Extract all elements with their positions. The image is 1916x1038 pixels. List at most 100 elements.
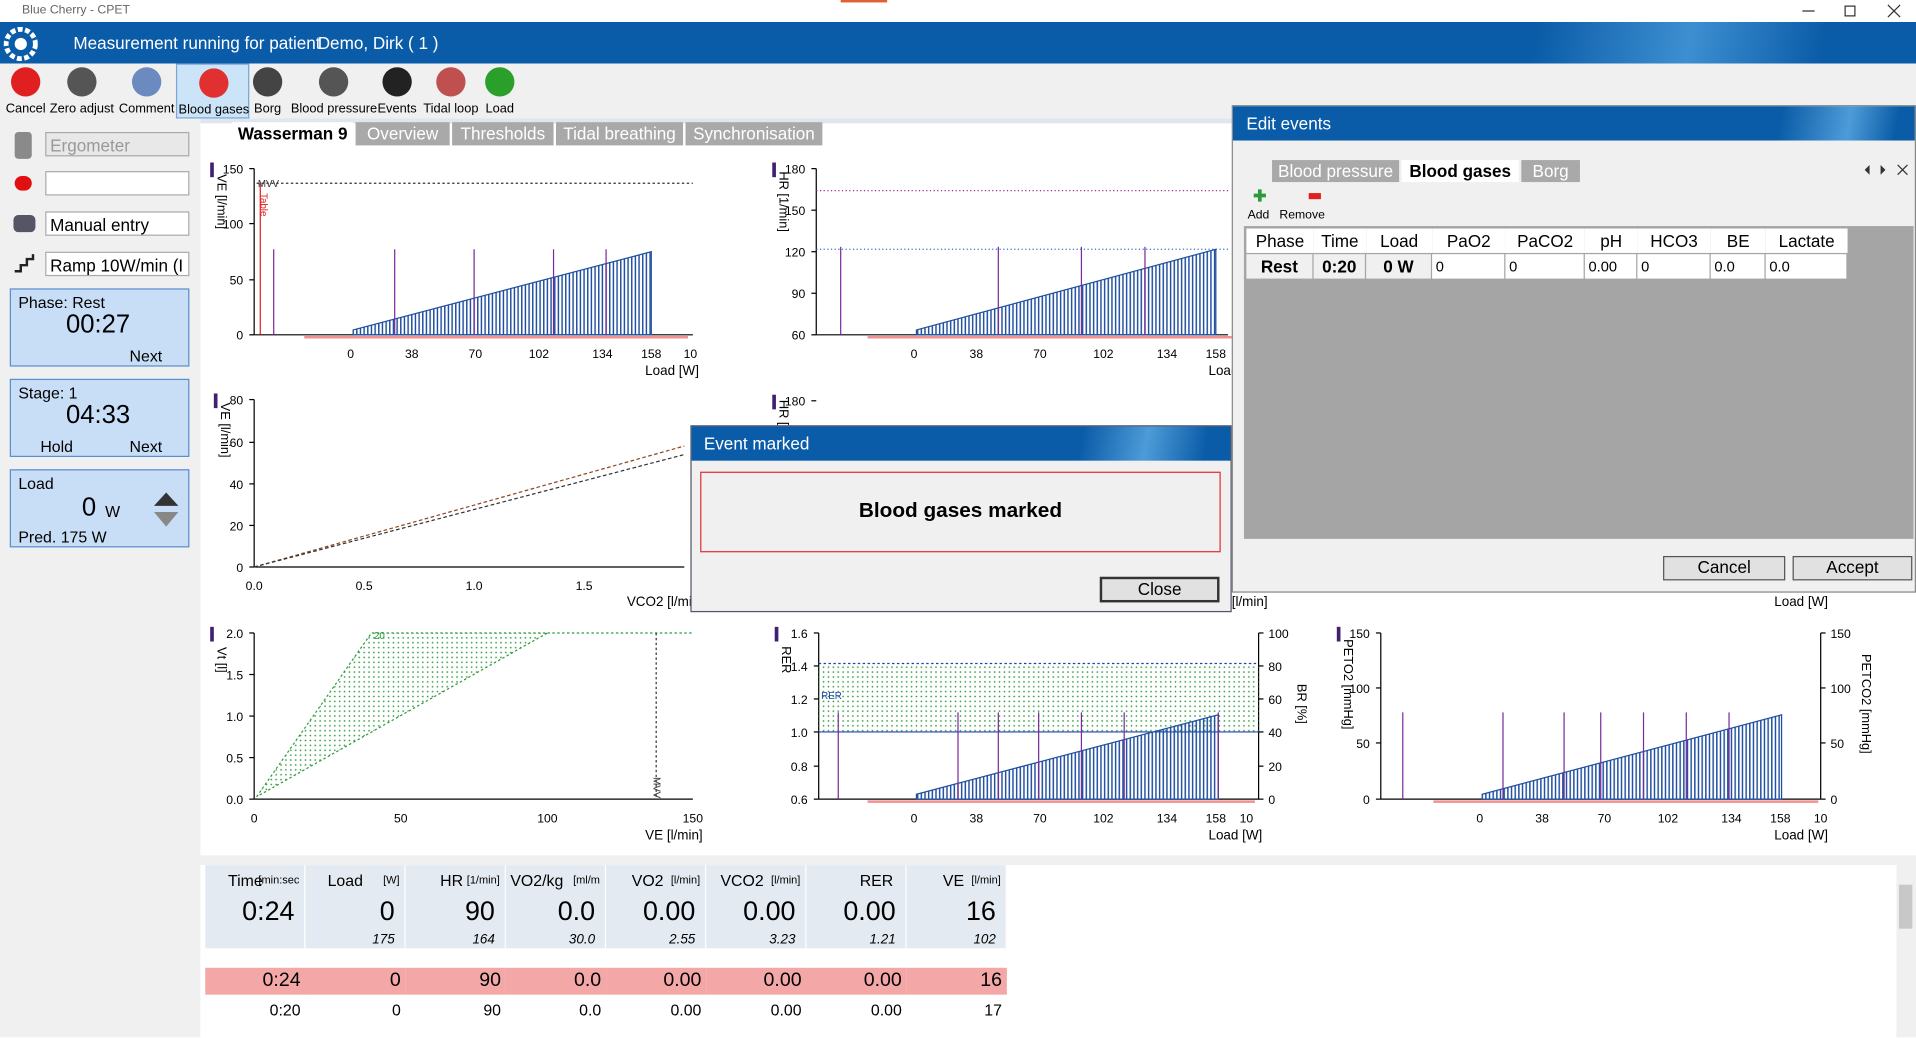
table-cell: 0.0 [505,997,607,1024]
toolbar-button[interactable]: Events [376,64,418,119]
right-tick-label: 150 [1830,627,1851,641]
x-tick-label: 10 [684,347,698,361]
phase-next[interactable]: Next [129,347,163,366]
event-tab[interactable]: Blood pressure [1272,160,1400,183]
annotation: MVV [258,179,280,190]
view-tab[interactable]: Tidal breathing [555,122,684,146]
toolbar-label: Load [485,101,515,117]
x-tick-label: 70 [469,347,483,361]
x-axis-label: VCO2 [l/min] [627,594,703,609]
y-tick-label: 50 [230,274,244,288]
view-tab[interactable]: Synchronisation [685,122,823,146]
load-arrows[interactable] [153,490,180,529]
y-tick-label: 180 [785,163,806,177]
y-tick-label: 150 [785,204,806,218]
window-controls[interactable] [1790,2,1912,19]
phase-label: Phase: Rest [18,293,105,312]
entry-select[interactable]: Manual entry [45,211,190,236]
accept-button[interactable]: Accept [1792,555,1913,581]
toolbar-button[interactable]: Zero adjust [49,64,115,119]
close-button[interactable]: Close [1099,576,1220,603]
column-unit: [l/min] [670,873,701,886]
predicted-value: 3.23 [769,932,796,948]
view-tab[interactable]: Overview [355,122,450,146]
y-axis-label: VE [l/min] [215,174,230,229]
toolbar-icon [67,67,97,97]
protocol-select[interactable]: Ramp 10W/min (I [45,251,190,277]
separator [200,855,1916,866]
x-tick-label: 100 [537,811,558,825]
hr-select[interactable] [45,171,190,196]
scroll-thumb[interactable] [1898,884,1913,929]
load-label: Load [18,474,54,493]
table-cell: 90 [405,967,506,995]
y-tick-label: 180 [785,395,806,409]
x-tick-label: 158 [641,347,662,361]
predicted-value: 175 [372,932,395,948]
grid-cell[interactable]: 0 [1432,254,1505,279]
y-tick-label: 120 [785,246,806,260]
grid-cell: Rest [1246,254,1313,279]
x-tick-label: 150 [683,811,704,825]
tab-strip [200,118,1232,124]
y-tick-label: 2.0 [226,627,243,641]
table-cell: 0.0 [505,967,607,995]
value-column: RER 0.00 1.21 [806,865,907,949]
right-tick-label: 100 [1830,682,1851,696]
y-axis-label: Vt [l] [215,647,230,673]
data-table: Time [min:sec 0:24 0:24 0:20 Load [W] 0 175 0 0 HR[… [200,865,1916,1038]
view-tab[interactable]: Wasserman 9 [232,122,354,146]
view-tab[interactable]: Thresholds [452,122,554,146]
x-tick-label: 38 [1535,811,1549,825]
x-tick-label: 1.5 [576,579,593,593]
grid-cell[interactable]: 0.0 [1710,254,1765,279]
toolbar-icon [131,67,162,97]
grid-cell[interactable]: 0.00 [1584,254,1637,279]
stage-next[interactable]: Next [129,437,163,456]
column-unit: [ml/m [573,873,600,886]
device-select[interactable]: Ergometer [45,131,190,157]
title-bar: Blue Cherry - CPET [0,0,1916,22]
grid-cell[interactable]: 0 [1505,254,1584,279]
scrollbar[interactable] [1896,865,1916,1038]
toolbar-button[interactable]: Load [480,64,519,119]
predicted-value: 1.21 [869,932,896,948]
annotation: MVV [651,777,662,799]
grid-header: Lactate [1765,228,1848,253]
remove-button[interactable]: Remove [1279,208,1325,223]
current-value: 90 [464,895,495,927]
heart-icon [14,175,32,191]
right-tick-label: 0 [1268,793,1275,807]
add-button[interactable]: Add [1247,208,1270,223]
event-tab[interactable]: Blood gases [1401,160,1519,183]
grid-cell[interactable]: 0.0 [1765,254,1847,279]
right-tick-label: 60 [1268,693,1282,707]
column-name: VE [942,871,965,890]
load-box: Load 0 W Pred. 175 W [9,469,190,548]
toolbar-button[interactable]: Borg [249,64,286,119]
toolbar-button[interactable]: Blood gases [175,63,250,119]
window-title: Blue Cherry - CPET [21,3,130,18]
toolbar-label: Tidal loop [423,101,479,117]
toolbar-button[interactable]: Blood pressure [291,64,377,119]
predicted-value: 30.0 [568,932,596,948]
column-name: Time [228,871,263,890]
phase-box: Phase: Rest 00:27 Next [9,288,190,367]
event-tab[interactable]: Borg [1521,160,1580,183]
right-tick-label: 100 [1268,627,1289,641]
y-tick-label: 1.0 [226,710,243,724]
add-remove-icons[interactable] [1250,187,1336,204]
y-tick-label: 150 [1349,627,1370,641]
toolbar-button[interactable]: Cancel [4,64,48,119]
grid-cell[interactable]: 0 [1637,254,1710,279]
toolbar-label: Cancel [5,101,46,117]
cancel-button[interactable]: Cancel [1663,555,1786,581]
table-cell: 0.00 [806,997,907,1024]
y-tick-label: 1.0 [791,726,808,740]
toolbar-button[interactable]: Tidal loop [422,64,481,119]
column-name: Load [327,871,363,890]
stage-hold[interactable]: Hold [40,437,74,456]
toolbar-button[interactable]: Comment [117,64,176,119]
tab-nav[interactable] [1862,163,1911,178]
x-axis-label: Load [W] [1774,827,1828,842]
